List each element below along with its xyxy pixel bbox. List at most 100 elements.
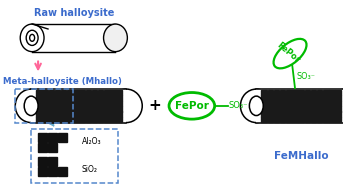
Bar	[311, 95, 316, 101]
Bar	[86, 112, 91, 117]
Text: SO₃⁻: SO₃⁻	[297, 72, 316, 81]
Bar	[261, 106, 267, 112]
Bar	[110, 112, 116, 117]
Bar	[36, 106, 42, 112]
Bar	[42, 90, 48, 95]
Bar	[55, 90, 60, 95]
Bar	[86, 95, 91, 101]
Bar	[280, 101, 286, 106]
Bar	[61, 106, 66, 112]
Ellipse shape	[169, 93, 215, 119]
Bar	[274, 90, 279, 95]
Bar	[317, 90, 322, 95]
Bar	[116, 106, 122, 112]
Bar	[286, 90, 292, 95]
Bar	[116, 112, 122, 117]
Bar	[38, 157, 47, 166]
Bar	[98, 95, 103, 101]
Bar	[261, 117, 267, 122]
Bar	[55, 95, 60, 101]
Ellipse shape	[15, 89, 47, 123]
Bar	[92, 90, 97, 95]
Bar	[110, 117, 116, 122]
Bar	[286, 117, 292, 122]
Bar	[335, 90, 341, 95]
Bar	[48, 143, 57, 152]
Bar	[304, 95, 310, 101]
Text: SO₃⁻: SO₃⁻	[228, 101, 248, 110]
Bar	[49, 106, 54, 112]
Ellipse shape	[110, 89, 142, 123]
Bar	[42, 117, 48, 122]
Bar	[329, 95, 335, 101]
Ellipse shape	[26, 30, 38, 45]
Bar	[298, 101, 304, 106]
Bar	[86, 90, 91, 95]
Bar	[274, 95, 279, 101]
Bar	[292, 95, 298, 101]
Bar	[98, 117, 103, 122]
Text: Al₂O₃: Al₂O₃	[82, 137, 101, 146]
Bar	[268, 112, 273, 117]
Bar	[116, 117, 122, 122]
Text: Meta-halloysite (Mhallo): Meta-halloysite (Mhallo)	[3, 77, 122, 86]
Bar	[38, 133, 47, 142]
Bar	[36, 90, 42, 95]
Bar	[42, 106, 48, 112]
Bar	[98, 106, 103, 112]
Bar	[274, 101, 279, 106]
Ellipse shape	[104, 24, 127, 52]
Bar	[104, 95, 109, 101]
Bar	[98, 101, 103, 106]
Bar	[61, 101, 66, 106]
Bar	[86, 117, 91, 122]
Bar	[274, 106, 279, 112]
Bar	[311, 106, 316, 112]
Bar	[317, 112, 322, 117]
Bar	[67, 117, 73, 122]
Bar	[49, 112, 54, 117]
Bar	[31, 129, 118, 183]
Bar	[304, 112, 310, 117]
Bar	[58, 167, 67, 176]
Bar	[317, 101, 322, 106]
Bar	[98, 112, 103, 117]
Bar	[268, 101, 273, 106]
Bar	[298, 112, 304, 117]
Bar	[261, 112, 267, 117]
Bar	[110, 101, 116, 106]
Bar	[73, 95, 79, 101]
Bar	[38, 143, 47, 152]
Bar	[42, 101, 48, 106]
Bar	[61, 117, 66, 122]
Bar	[317, 95, 322, 101]
Bar	[261, 95, 267, 101]
Bar	[92, 112, 97, 117]
Bar	[79, 106, 85, 112]
Bar	[79, 101, 85, 106]
Bar	[298, 95, 304, 101]
Bar	[67, 95, 73, 101]
Ellipse shape	[330, 89, 344, 123]
Bar	[104, 90, 109, 95]
Bar	[104, 112, 109, 117]
Bar	[311, 112, 316, 117]
Bar	[274, 117, 279, 122]
Bar	[55, 112, 60, 117]
Text: FePor: FePor	[175, 101, 209, 111]
Bar	[86, 106, 91, 112]
Bar	[67, 101, 73, 106]
Bar	[311, 117, 316, 122]
Bar	[292, 117, 298, 122]
Bar	[286, 112, 292, 117]
Bar	[73, 117, 79, 122]
Bar	[61, 95, 66, 101]
Bar	[116, 95, 122, 101]
Bar	[268, 106, 273, 112]
Bar	[32, 24, 116, 52]
Bar	[38, 167, 47, 176]
Bar	[311, 101, 316, 106]
Bar	[49, 117, 54, 122]
Bar	[323, 117, 329, 122]
Bar	[274, 112, 279, 117]
